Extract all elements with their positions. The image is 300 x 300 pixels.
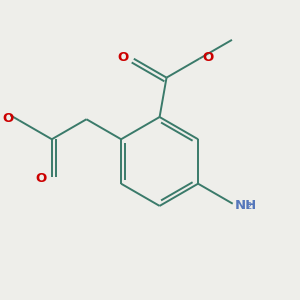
Text: O: O (203, 51, 214, 64)
Text: NH: NH (235, 199, 257, 212)
Text: O: O (117, 51, 129, 64)
Text: O: O (35, 172, 47, 185)
Text: $_2$: $_2$ (246, 199, 253, 212)
Text: O: O (3, 112, 14, 125)
